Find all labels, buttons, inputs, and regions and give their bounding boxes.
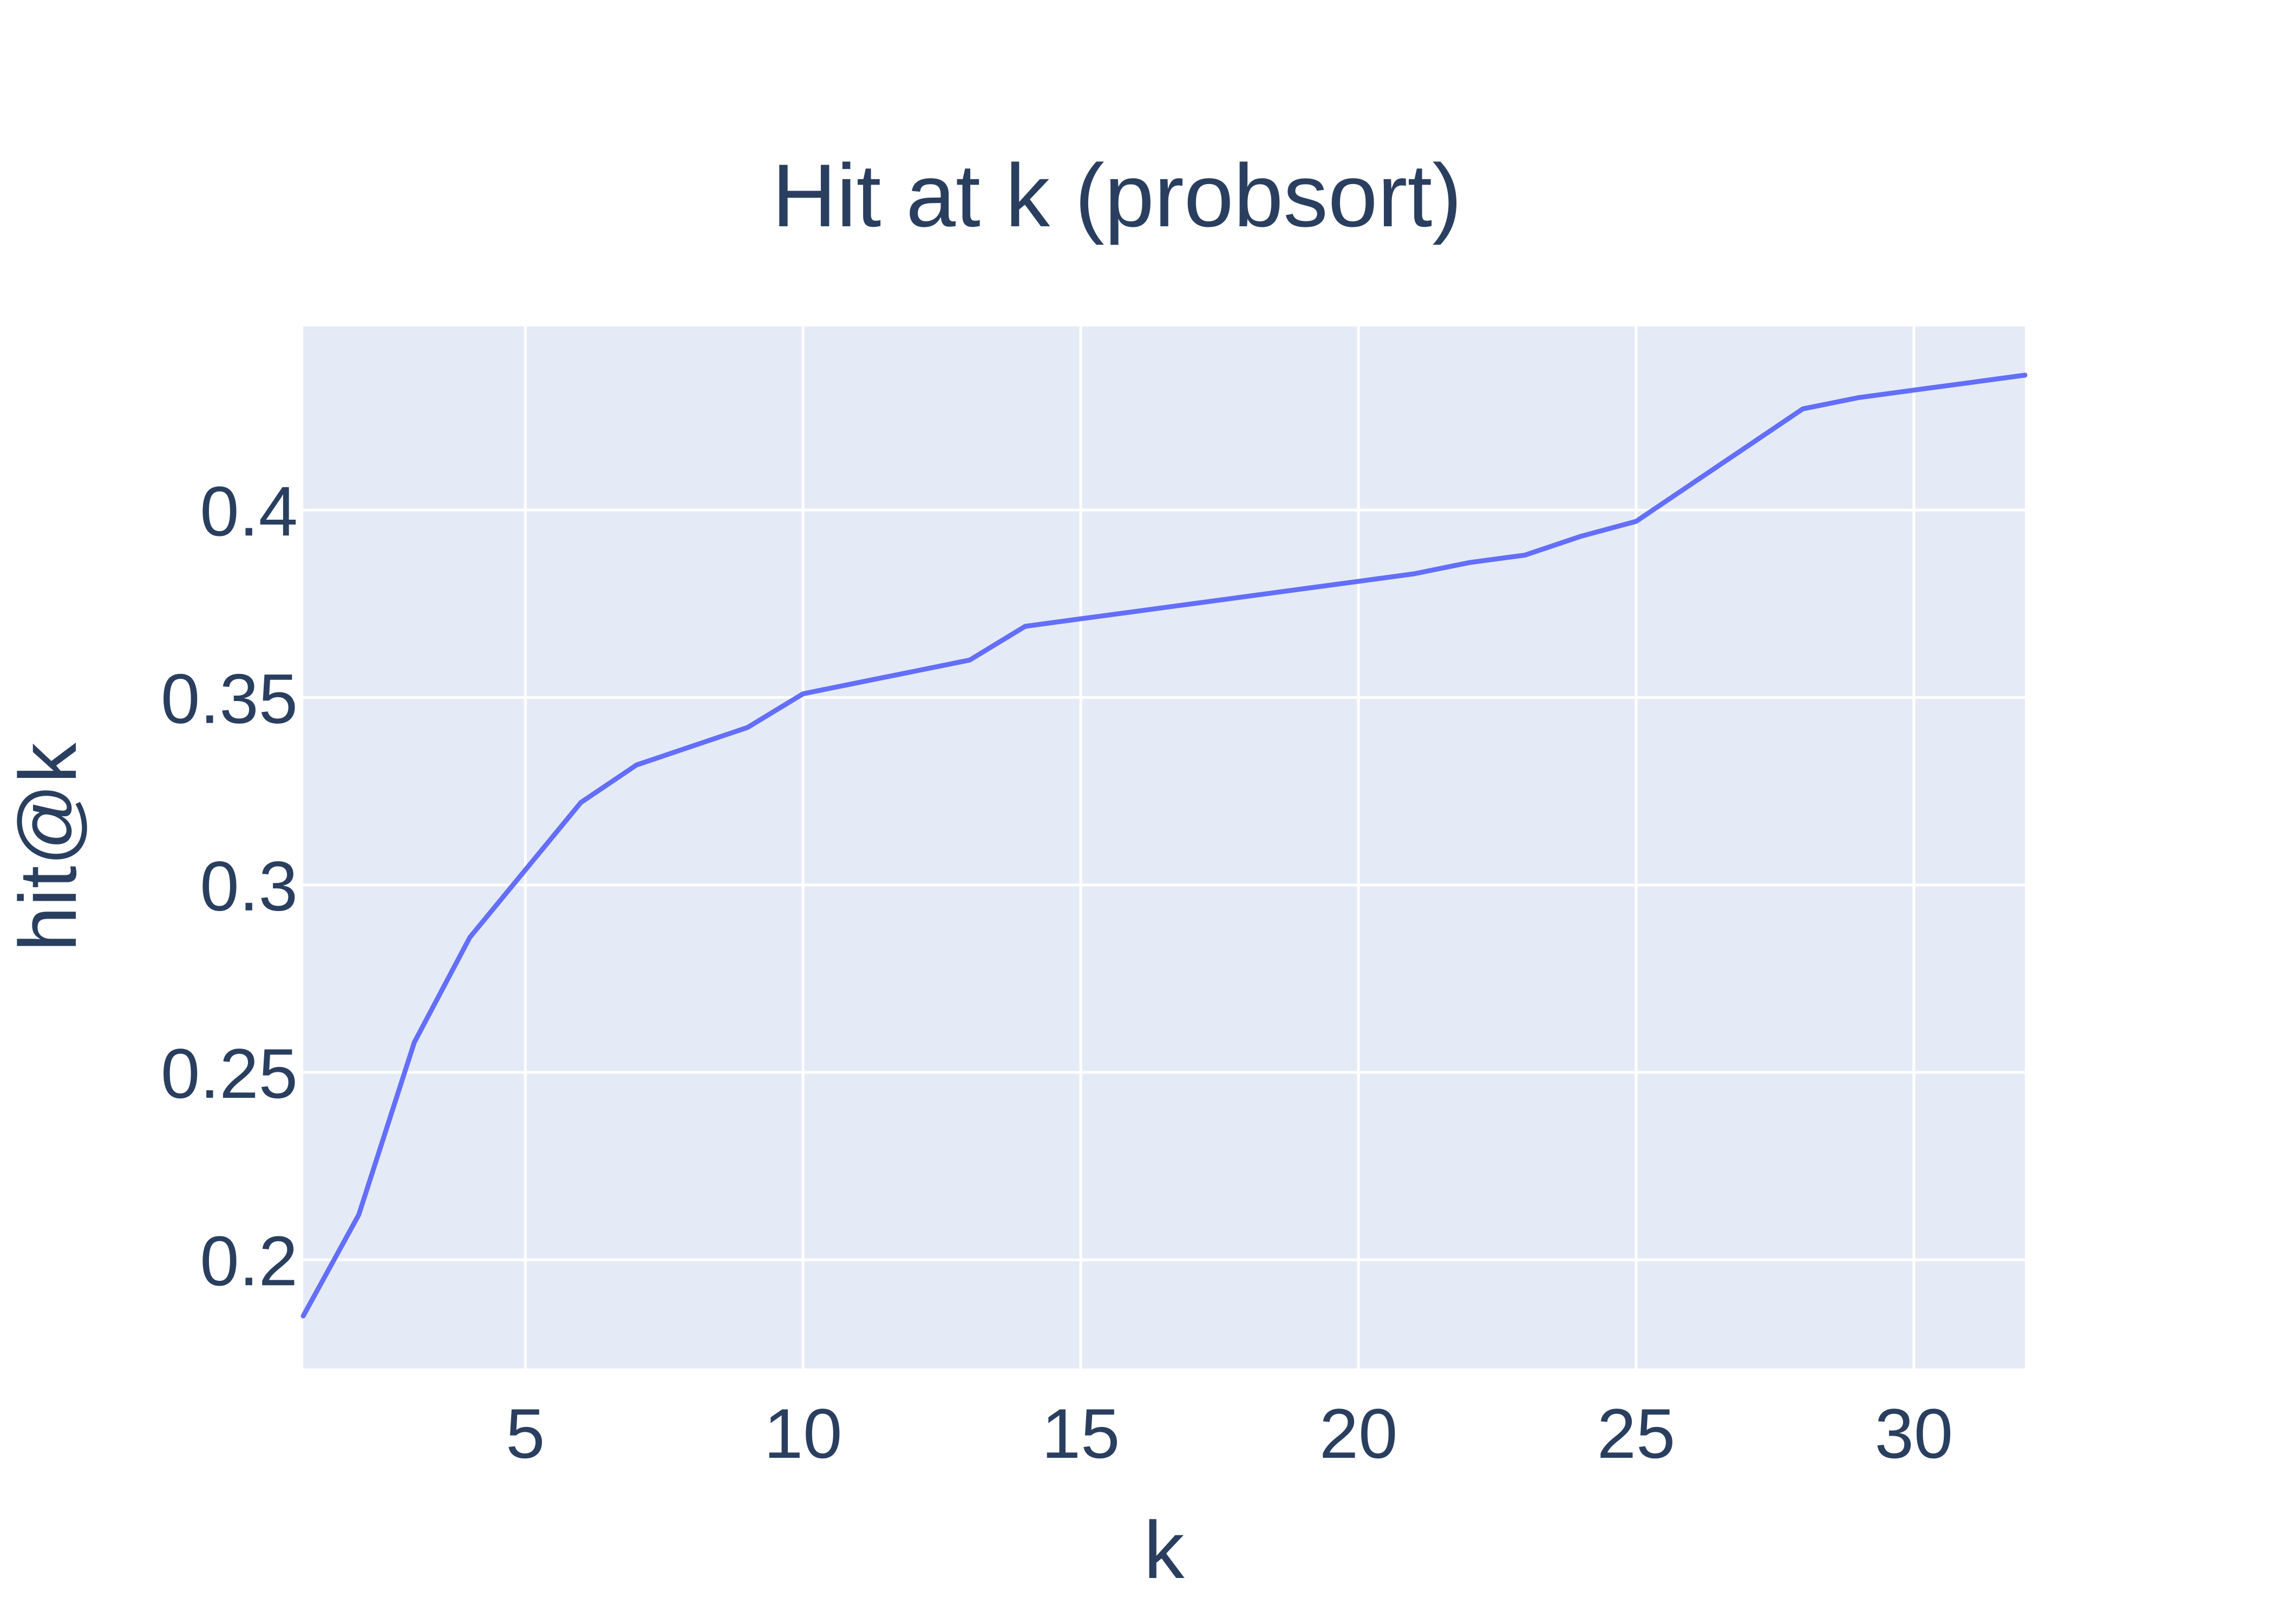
y-tick-label: 0.3 [200, 847, 298, 926]
y-tick-label: 0.4 [200, 472, 298, 551]
x-tick-label: 5 [506, 1394, 545, 1473]
x-tick-labels: 5 10 15 20 25 30 [506, 1394, 1953, 1473]
x-gridlines [524, 326, 1916, 1368]
plot-area [303, 326, 2025, 1368]
y-tick-label: 0.25 [161, 1034, 298, 1113]
y-tick-label: 0.35 [161, 659, 298, 738]
y-gridlines [303, 508, 2025, 1261]
x-tick-label: 30 [1875, 1394, 1953, 1473]
x-tick-label: 10 [764, 1394, 842, 1473]
y-tick-label: 0.2 [200, 1221, 298, 1300]
x-tick-label: 15 [1042, 1394, 1120, 1473]
x-tick-label: 25 [1597, 1394, 1676, 1473]
series-line [300, 372, 2028, 1319]
y-axis-title: hit@k [2, 742, 93, 952]
x-tick-label: 20 [1319, 1394, 1398, 1473]
chart-title: Hit at k (probsort) [772, 146, 1462, 245]
x-axis-title: k [1144, 1504, 1185, 1595]
y-tick-labels: 0.2 0.25 0.3 0.35 0.4 [161, 472, 298, 1300]
